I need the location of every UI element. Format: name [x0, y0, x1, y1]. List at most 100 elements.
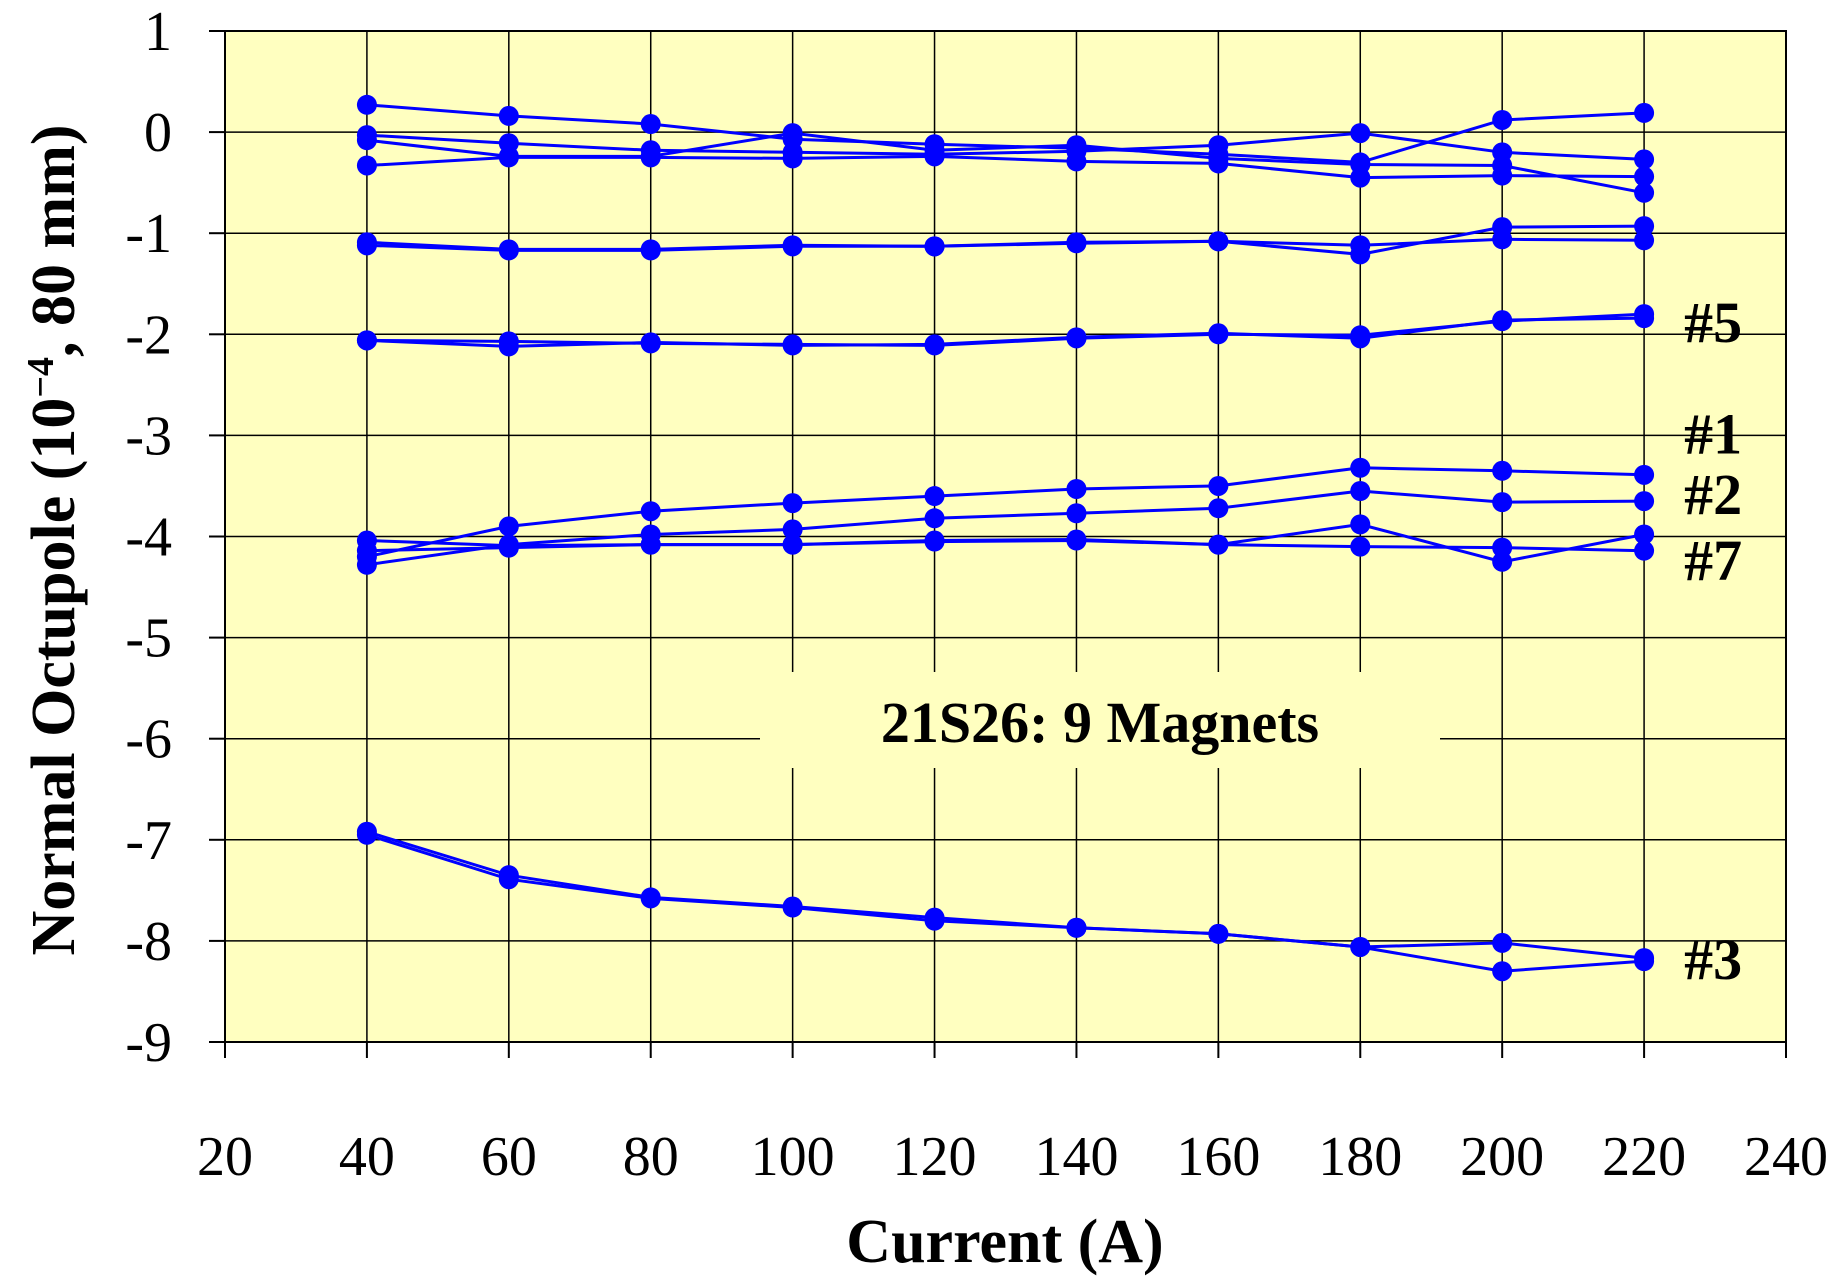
data-point	[356, 94, 377, 115]
data-point	[782, 519, 803, 540]
data-point	[1634, 216, 1655, 237]
data-point	[1492, 310, 1513, 331]
data-point	[1066, 232, 1087, 253]
data-point	[1634, 182, 1655, 203]
y-tick-label: -8	[125, 911, 172, 973]
data-point	[1634, 524, 1655, 545]
y-axis-title: Normal Octupole (10−4, 80 mm)	[20, 124, 88, 955]
data-point	[498, 336, 519, 357]
x-axis-title: Current (A)	[846, 1208, 1163, 1276]
y-tick-label: -7	[125, 810, 172, 872]
x-tick-label: 200	[1460, 1126, 1544, 1188]
data-point	[498, 146, 519, 167]
data-point	[1492, 551, 1513, 572]
data-point	[356, 824, 377, 845]
x-tick-label: 40	[339, 1126, 395, 1188]
data-point	[1350, 328, 1371, 349]
data-point	[356, 330, 377, 351]
series-line	[366, 489, 1645, 567]
data-point	[1208, 923, 1229, 944]
data-point	[924, 486, 945, 507]
y-axis-title-tail: , 80 mm)	[20, 124, 88, 356]
data-point	[640, 114, 661, 135]
data-point	[1492, 537, 1513, 558]
x-tick-label: 220	[1602, 1126, 1686, 1188]
data-point	[498, 239, 519, 260]
data-point	[1350, 936, 1371, 957]
data-point	[640, 534, 661, 555]
y-tick-label: -2	[125, 304, 172, 366]
x-tick-label: 120	[893, 1126, 977, 1188]
data-point	[356, 232, 377, 253]
tick-labels: 20 40 60 80 100 120 140 160 180 200 220 240 1 0 -1 -2 -3…	[125, 1, 1828, 1188]
y-tick-label: 0	[144, 102, 172, 164]
x-tick-label: 160	[1176, 1126, 1260, 1188]
data-point	[782, 123, 803, 144]
y-tick-label: 1	[144, 1, 172, 63]
series-line	[366, 131, 1645, 161]
data-point	[1634, 464, 1655, 485]
data-point	[1208, 534, 1229, 555]
data-point	[356, 554, 377, 575]
series-line	[366, 833, 1645, 960]
series-line	[366, 316, 1645, 348]
series-line	[366, 237, 1645, 251]
data-point	[1634, 308, 1655, 329]
data-point	[1492, 155, 1513, 176]
data-point	[1208, 498, 1229, 519]
data-point	[1350, 123, 1371, 144]
data-point	[782, 493, 803, 514]
data-point	[1066, 917, 1087, 938]
data-point	[1634, 540, 1655, 561]
data-point	[1208, 231, 1229, 252]
data-point	[1208, 475, 1229, 496]
data-point	[1492, 492, 1513, 513]
data-point	[1350, 154, 1371, 175]
data-point	[1492, 109, 1513, 130]
x-tick-label: 240	[1744, 1126, 1828, 1188]
data-point	[782, 335, 803, 356]
data-point	[1208, 148, 1229, 169]
data-point	[782, 235, 803, 256]
data-point	[924, 334, 945, 355]
data-point	[356, 130, 377, 151]
data-point	[498, 537, 519, 558]
series-label: #7	[1684, 528, 1742, 593]
data-point	[1634, 491, 1655, 512]
data-point	[1350, 457, 1371, 478]
x-tick-label: 180	[1318, 1126, 1402, 1188]
data-point	[1350, 235, 1371, 256]
data-point	[924, 910, 945, 931]
data-point	[1634, 149, 1655, 170]
data-point	[782, 148, 803, 169]
data-point	[1492, 932, 1513, 953]
data-point	[1492, 460, 1513, 481]
data-point	[924, 531, 945, 552]
y-axis-title-main: Normal Octupole (10	[20, 398, 88, 956]
series-line	[366, 830, 1645, 973]
data-point	[1492, 961, 1513, 982]
series-label: #5	[1684, 290, 1742, 355]
series-label: #3	[1684, 927, 1742, 992]
data-point	[640, 332, 661, 353]
data-point	[1066, 530, 1087, 551]
data-point	[1208, 323, 1229, 344]
series-line	[366, 466, 1645, 559]
data-point	[498, 105, 519, 126]
data-point	[1634, 948, 1655, 969]
data-point	[1066, 503, 1087, 524]
series-labels: #5 #1#2#7 #3	[1684, 290, 1742, 992]
data-point	[1634, 166, 1655, 187]
y-tick-label: -9	[125, 1012, 172, 1074]
y-tick-label: -5	[125, 608, 172, 670]
annotation-box	[760, 672, 1440, 768]
series-label: #1	[1684, 401, 1742, 466]
data-point	[498, 869, 519, 890]
y-tick-label: -6	[125, 709, 172, 771]
x-tick-label: 80	[623, 1126, 679, 1188]
data-point	[924, 236, 945, 257]
data-point	[1492, 229, 1513, 250]
x-tick-label: 140	[1034, 1126, 1118, 1188]
data-point	[1634, 102, 1655, 123]
